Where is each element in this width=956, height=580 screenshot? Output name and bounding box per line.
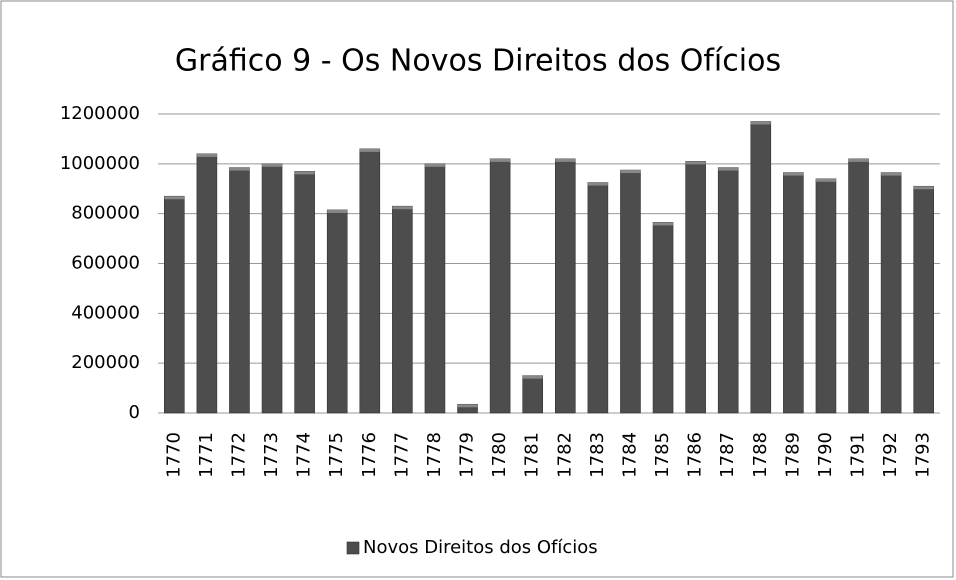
bar-highlight bbox=[881, 172, 902, 176]
x-tick-label: 1771 bbox=[196, 432, 217, 478]
x-tick-label: 1791 bbox=[848, 432, 869, 478]
x-tick-label: 1777 bbox=[391, 432, 412, 478]
bar-highlight bbox=[685, 161, 706, 165]
bar bbox=[750, 121, 772, 414]
bar-highlight bbox=[327, 209, 348, 213]
bar bbox=[163, 195, 185, 414]
x-tick-label: 1786 bbox=[685, 432, 706, 478]
bar bbox=[294, 171, 315, 414]
bar bbox=[522, 375, 544, 414]
y-tick-label: 200000 bbox=[71, 352, 140, 373]
y-tick-label: 600000 bbox=[71, 253, 140, 274]
bar-highlight bbox=[262, 163, 283, 167]
x-tick-label: 1772 bbox=[228, 432, 249, 478]
bar bbox=[685, 161, 706, 414]
bar bbox=[717, 167, 739, 414]
x-tick-label: 1774 bbox=[294, 432, 315, 478]
x-tick-label: 1790 bbox=[815, 432, 836, 478]
bar bbox=[196, 153, 218, 414]
x-tick-label: 1787 bbox=[717, 432, 738, 478]
x-tick-label: 1788 bbox=[750, 432, 771, 478]
x-tick-label: 1779 bbox=[457, 432, 478, 478]
bar-highlight bbox=[490, 158, 511, 162]
bar-highlight bbox=[620, 170, 641, 174]
x-tick-label: 1784 bbox=[619, 432, 640, 478]
y-tick-label: 1000000 bbox=[60, 153, 140, 174]
legend-swatch bbox=[346, 541, 360, 555]
bar bbox=[880, 172, 902, 414]
bar bbox=[620, 169, 641, 414]
bar bbox=[913, 185, 935, 414]
bar-highlight bbox=[750, 121, 771, 125]
x-tick-label: 1789 bbox=[782, 432, 803, 478]
bar bbox=[489, 158, 511, 414]
x-tick-label: 1782 bbox=[554, 432, 575, 478]
bar-highlight bbox=[815, 178, 836, 182]
x-tick-label: 1776 bbox=[359, 432, 380, 478]
x-tick-label: 1785 bbox=[652, 432, 673, 478]
bar-highlight bbox=[653, 222, 674, 226]
legend-label: Novos Direitos dos Ofícios bbox=[363, 537, 598, 558]
y-tick-label: 800000 bbox=[71, 203, 140, 224]
bar bbox=[424, 163, 446, 414]
bar-highlight bbox=[294, 171, 315, 175]
bar-highlight bbox=[392, 206, 413, 210]
y-tick-label: 1200000 bbox=[60, 103, 140, 124]
bar-highlight bbox=[457, 404, 478, 408]
x-tick-label: 1770 bbox=[163, 432, 184, 478]
bar-highlight bbox=[164, 196, 185, 200]
bar bbox=[554, 158, 576, 414]
bar-highlight bbox=[229, 167, 250, 171]
bar bbox=[229, 167, 250, 414]
bar bbox=[652, 222, 674, 414]
x-tick-label: 1778 bbox=[424, 432, 445, 478]
y-tick-label: 400000 bbox=[71, 302, 140, 323]
bar-highlight bbox=[359, 148, 380, 152]
bar bbox=[848, 158, 869, 414]
bar bbox=[261, 163, 283, 414]
x-tick-label: 1793 bbox=[913, 432, 934, 478]
x-tick-label: 1792 bbox=[880, 432, 901, 478]
bar bbox=[587, 182, 609, 414]
bar bbox=[392, 205, 413, 414]
x-tick-label: 1783 bbox=[587, 432, 608, 478]
bar-highlight bbox=[555, 158, 576, 162]
x-tick-label: 1780 bbox=[489, 432, 510, 478]
x-tick-label: 1775 bbox=[326, 432, 347, 478]
bar-highlight bbox=[522, 375, 543, 379]
bar-highlight bbox=[424, 163, 445, 167]
bar-highlight bbox=[718, 167, 739, 171]
bar-highlight bbox=[587, 182, 608, 186]
y-tick-label: 0 bbox=[129, 402, 140, 423]
bar-highlight bbox=[848, 158, 869, 162]
bar bbox=[359, 148, 381, 414]
chart-title: Gráfico 9 - Os Novos Direitos dos Ofício… bbox=[175, 44, 781, 79]
bar-highlight bbox=[196, 153, 217, 157]
bar-highlight bbox=[783, 172, 804, 176]
x-tick-label: 1781 bbox=[522, 432, 543, 478]
bar bbox=[326, 209, 348, 414]
x-tick-label: 1773 bbox=[261, 432, 282, 478]
bar-highlight bbox=[913, 186, 934, 190]
bar bbox=[815, 178, 837, 414]
bar bbox=[783, 172, 804, 414]
